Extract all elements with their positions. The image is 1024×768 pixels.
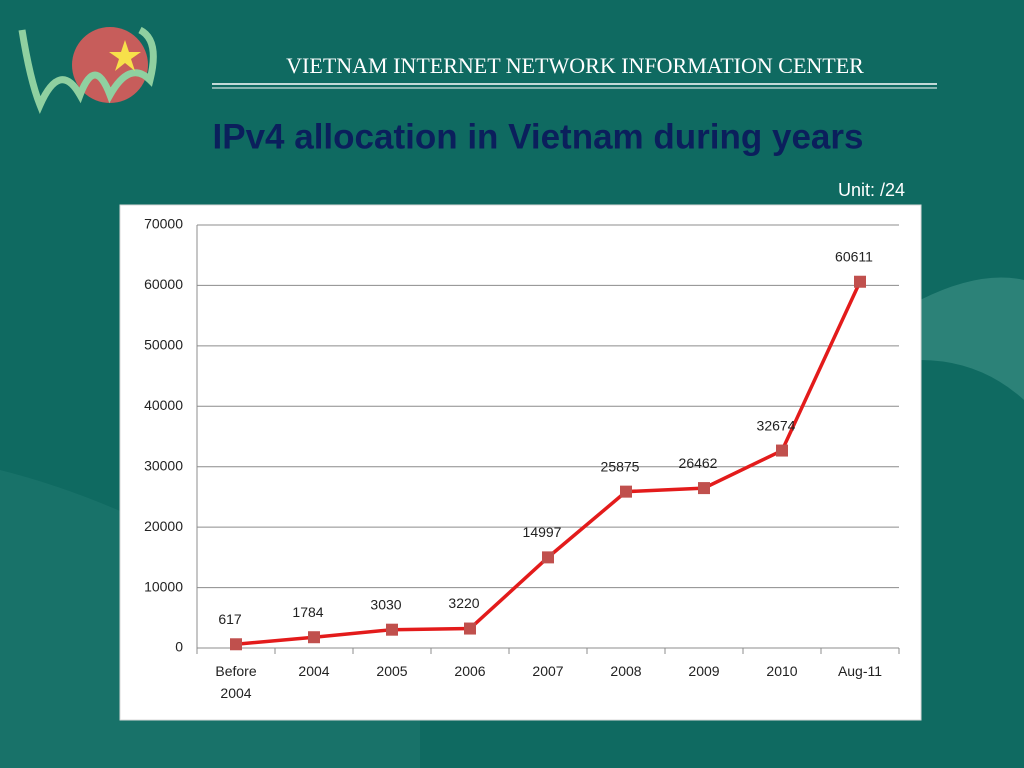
x-tick-label: 2005: [376, 663, 408, 679]
data-label: 26462: [679, 455, 718, 471]
data-point: [230, 638, 242, 651]
x-tick-label: 2006: [454, 663, 486, 679]
logo-sun: [72, 27, 148, 103]
chart-title: IPv4 allocation in Vietnam during years: [213, 117, 864, 156]
y-tick-label: 50000: [144, 337, 183, 353]
data-label: 1784: [292, 604, 323, 620]
data-point: [308, 631, 320, 644]
x-tick-label: 2009: [688, 663, 720, 679]
unit-label: Unit: /24: [838, 180, 905, 200]
y-tick-label: 40000: [144, 397, 183, 413]
x-tick-label: 2008: [610, 663, 642, 679]
x-tick-label: 2004: [298, 663, 330, 679]
x-tick-label: 2007: [532, 663, 564, 679]
org-name: VIETNAM INTERNET NETWORK INFORMATION CEN…: [286, 53, 864, 78]
data-label: 617: [218, 611, 242, 627]
data-label: 25875: [601, 458, 640, 474]
data-point: [698, 482, 710, 495]
data-point: [620, 485, 632, 498]
y-tick-label: 20000: [144, 518, 183, 534]
data-point: [776, 444, 788, 457]
y-tick-label: 0: [175, 639, 183, 655]
data-point: [464, 622, 476, 635]
chart-area: [119, 204, 922, 721]
logo-mark: [18, 26, 157, 114]
x-tick-label: Before 2004: [215, 663, 257, 701]
data-label: 14997: [523, 524, 562, 540]
data-label: 60611: [835, 248, 873, 264]
logo: [18, 26, 157, 114]
y-tick-label: 70000: [144, 216, 183, 232]
x-tick-label: Aug-11: [837, 663, 883, 679]
data-point: [854, 275, 866, 288]
data-point: [542, 551, 554, 564]
decor-wave: [920, 277, 1024, 400]
logo-star: [109, 40, 141, 71]
data-label: 3030: [370, 596, 401, 612]
data-label: 3220: [448, 595, 479, 611]
y-tick-label: 60000: [144, 276, 183, 292]
data-label: 32674: [757, 417, 796, 433]
y-tick-label: 30000: [144, 457, 183, 473]
data-point: [386, 623, 398, 636]
x-tick-label: 2010: [766, 663, 798, 679]
y-tick-label: 10000: [144, 578, 183, 594]
